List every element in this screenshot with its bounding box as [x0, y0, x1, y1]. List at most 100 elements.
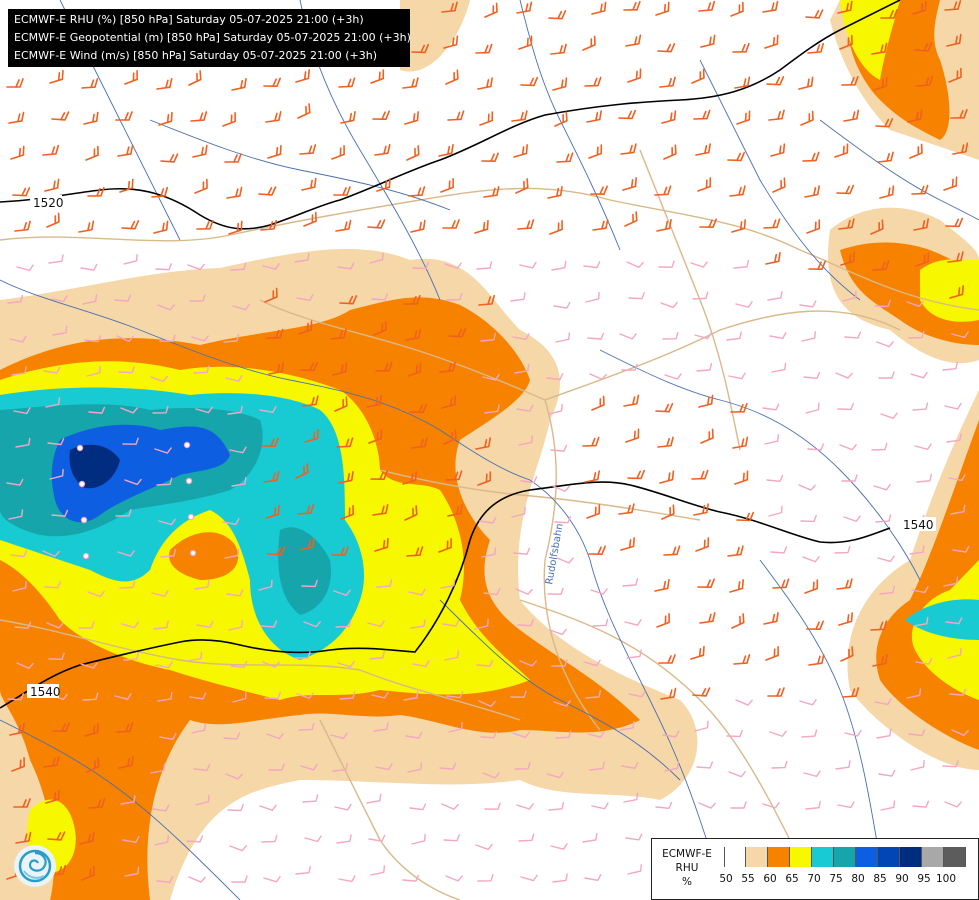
wind-barb	[43, 366, 61, 374]
wind-barb	[732, 42, 750, 53]
wind-barb	[404, 505, 418, 521]
wind-barb	[8, 111, 25, 124]
wind-barb	[554, 516, 571, 524]
wind-barb	[81, 78, 99, 89]
wind-barb	[625, 833, 643, 841]
wind-barb	[267, 546, 286, 556]
wind-barb	[735, 699, 753, 706]
wind-barb	[627, 68, 642, 83]
wind-barb	[188, 70, 202, 86]
wind-barb	[803, 371, 821, 380]
wind-barb	[11, 756, 25, 772]
wind-barb	[47, 438, 65, 446]
wind-barb	[549, 628, 567, 636]
wind-barb	[445, 470, 463, 481]
wind-barb	[582, 35, 596, 51]
wind-barb	[122, 835, 140, 843]
wind-barb	[226, 589, 244, 597]
wind-barb	[44, 178, 60, 192]
wind-barb	[330, 732, 348, 740]
wind-barb	[838, 218, 855, 230]
wind-barb	[942, 760, 959, 768]
wind-barb	[584, 873, 602, 881]
wind-barb	[479, 516, 497, 524]
wind-barb	[515, 178, 529, 194]
wind-barb	[951, 331, 969, 339]
isoline-label-bg-1520	[30, 195, 62, 209]
wind-barb	[366, 793, 382, 804]
wind-barb	[512, 731, 530, 739]
wind-barb	[698, 802, 716, 809]
wind-barb	[195, 406, 213, 414]
wind-barb	[548, 802, 565, 811]
wind-barb	[260, 219, 278, 231]
wind-barb	[951, 729, 969, 736]
wind-barb	[588, 144, 603, 159]
wind-barb	[591, 802, 609, 810]
wind-barb	[153, 220, 169, 234]
wind-barb	[121, 220, 140, 230]
wind-barb	[440, 177, 454, 193]
wind-barb	[912, 0, 927, 15]
wind-barb	[554, 111, 568, 127]
wind-barb	[910, 371, 928, 379]
wind-barb	[516, 1, 533, 14]
wind-barb	[762, 403, 780, 411]
wind-barb	[906, 300, 924, 307]
wind-barb	[475, 43, 493, 54]
wind-barb	[187, 263, 205, 271]
wind-barb	[6, 478, 24, 486]
wind-barb	[592, 219, 609, 231]
wind-barb	[406, 145, 420, 161]
wind-barb	[151, 590, 169, 597]
wind-barb	[444, 650, 460, 661]
wind-barb	[402, 471, 417, 485]
wind-barb	[727, 545, 744, 557]
wind-barb	[294, 253, 310, 263]
wind-barb	[842, 687, 860, 698]
wind-barb	[340, 504, 354, 520]
wind-barb	[515, 588, 533, 595]
ecmwf-logo-icon	[14, 845, 56, 887]
legend-swatch	[922, 847, 944, 867]
wind-barb	[303, 621, 321, 628]
wind-barb	[583, 261, 601, 269]
wind-barb	[150, 375, 168, 383]
wind-barb	[693, 109, 711, 120]
wind-barb	[446, 691, 464, 699]
wind-barb	[873, 76, 888, 91]
wind-barb	[583, 659, 601, 667]
wind-barb	[655, 801, 673, 810]
wind-barb	[372, 110, 390, 121]
wind-barb	[730, 801, 747, 809]
wind-barb	[7, 294, 23, 304]
wind-barb	[835, 760, 851, 770]
wind-barb	[481, 547, 497, 558]
wind-barb	[335, 219, 352, 232]
wind-barb	[875, 118, 894, 128]
wind-barb	[874, 698, 892, 706]
wind-barb	[370, 865, 386, 876]
wind-barb	[520, 874, 538, 882]
wind-barb	[158, 111, 173, 126]
legend-tick-label: 55	[741, 873, 755, 885]
wind-barb	[510, 690, 527, 698]
wind-barb	[118, 366, 135, 374]
wind-barb	[546, 771, 564, 779]
wind-barb	[658, 654, 676, 664]
wind-barb	[766, 474, 784, 483]
wind-barb	[766, 76, 785, 86]
wind-barb	[411, 833, 426, 845]
wind-barb	[229, 446, 247, 454]
wind-barb	[699, 218, 717, 229]
wind-barb	[628, 292, 645, 300]
wind-barb	[158, 518, 176, 526]
wind-barb	[156, 875, 174, 884]
title-line-geopotential: ECMWF-E Geopotential (m) [850 hPa] Satur…	[14, 31, 411, 44]
wind-barb	[403, 690, 419, 701]
wind-barb	[589, 373, 607, 380]
wind-barb	[771, 760, 788, 769]
wind-barb	[763, 612, 779, 625]
wind-barb	[445, 875, 463, 882]
wind-barb	[806, 620, 824, 631]
